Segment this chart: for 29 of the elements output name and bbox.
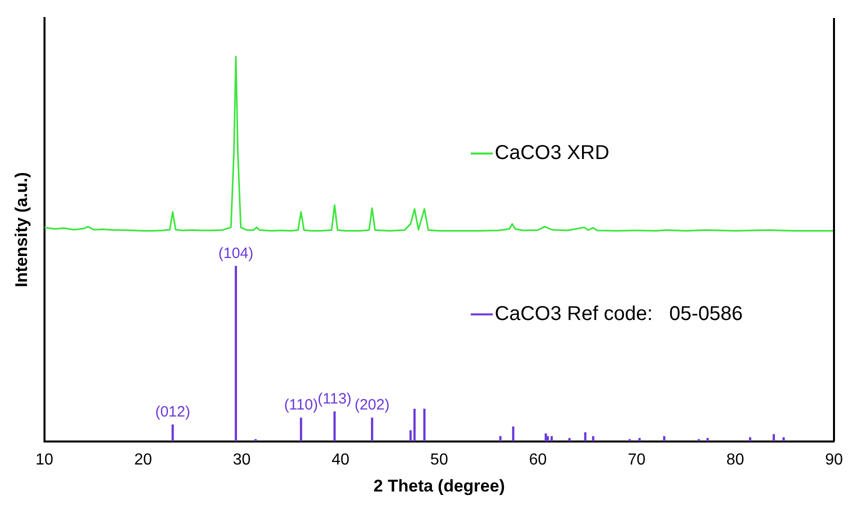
x-tick-label: 20 [134,451,152,468]
x-tick-label: 90 [825,451,843,468]
bar [782,437,785,442]
x-tick-label: 30 [232,451,251,468]
bar [584,432,586,442]
bar [512,426,514,442]
annotation: (202) [354,396,390,414]
x-tick-label: 70 [628,451,646,468]
bar [592,436,594,442]
bar [550,436,553,442]
annotation: (113) [318,390,352,408]
x-tick-label: 80 [726,451,744,468]
x-axis-title: 2 Theta (degree) [374,476,505,496]
legend-label: CaCO3 XRD [494,142,610,164]
bar [546,436,549,442]
bar [663,436,666,442]
annotation: (012) [155,403,190,420]
x-tick-label: 10 [36,451,54,468]
annotation: (110) [284,396,318,414]
bar [172,424,174,442]
annotation: (104) [218,244,254,262]
x-tick-label: 60 [529,451,547,468]
y-axis-title: Intensity (a.u.) [12,172,31,288]
x-tick-label: 50 [430,451,448,468]
legend-label: CaCO3 Ref code: 05-0586 [494,302,743,325]
bar [772,434,775,442]
bar [706,438,709,442]
bar [234,266,238,442]
x-tick-label: 40 [332,451,350,468]
